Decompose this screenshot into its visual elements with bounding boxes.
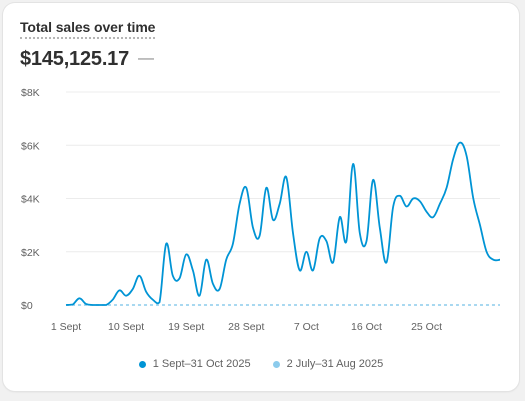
y-tick-label: $4K bbox=[21, 194, 40, 206]
total-sales-value: $145,125.17 bbox=[20, 48, 130, 70]
legend-item-current[interactable]: 1 Sept–31 Oct 2025 bbox=[138, 358, 251, 370]
x-tick-label: 25 Oct bbox=[411, 321, 442, 333]
x-tick-label: 1 Sept bbox=[51, 321, 81, 333]
series-line-current bbox=[65, 141, 501, 306]
y-axis-labels: $0 $2K $4K $6K $8K bbox=[21, 87, 40, 312]
y-tick-label: $6K bbox=[21, 140, 40, 152]
sales-line-chart: $0 $2K $4K $6K $8K 1 Sept 10 Sept 19 Sept 28 Se… bbox=[21, 87, 501, 333]
x-axis-labels: 1 Sept 10 Sept 19 Sept 28 Sept 7 Oct 16 Oct 25… bbox=[51, 321, 442, 333]
sales-card: Total sales over time $145,125.17 — $0 $2… bbox=[3, 3, 519, 391]
legend-item-previous[interactable]: 2 July–31 Aug 2025 bbox=[272, 358, 384, 370]
legend-previous-dot bbox=[272, 360, 280, 368]
x-tick-label: 19 Sept bbox=[168, 321, 204, 333]
x-tick-label: 7 Oct bbox=[294, 321, 319, 333]
legend-previous-label: 2 July–31 Aug 2025 bbox=[286, 358, 384, 370]
grid-lines bbox=[66, 91, 500, 253]
card-title[interactable]: Total sales over time bbox=[20, 19, 155, 39]
legend-current-label: 1 Sept–31 Oct 2025 bbox=[152, 358, 251, 370]
x-tick-label: 16 Oct bbox=[351, 321, 382, 333]
y-tick-label: $8K bbox=[21, 87, 40, 99]
y-tick-label: $2K bbox=[21, 247, 40, 259]
y-tick-label: $0 bbox=[21, 300, 33, 312]
x-tick-label: 10 Sept bbox=[108, 321, 144, 333]
legend-current-dot bbox=[138, 360, 146, 368]
change-indicator: — bbox=[138, 49, 155, 67]
series-layer bbox=[65, 141, 501, 306]
chart-legend: 1 Sept–31 Oct 2025 2 July–31 Aug 2025 bbox=[3, 358, 519, 370]
total-value-row: $145,125.17 — bbox=[20, 48, 154, 71]
x-tick-label: 28 Sept bbox=[228, 321, 264, 333]
